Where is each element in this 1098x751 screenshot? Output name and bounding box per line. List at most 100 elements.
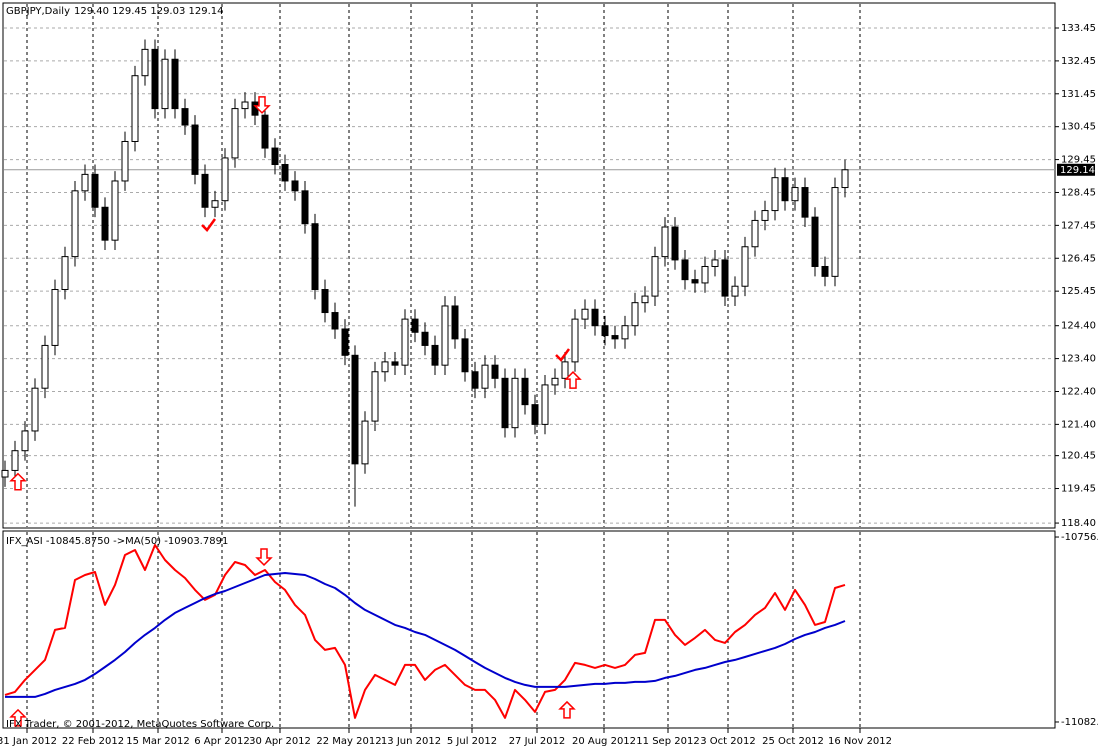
candle-body (321, 289, 329, 314)
candle-body (431, 344, 439, 366)
candle-body (81, 173, 89, 192)
candle-body (751, 219, 759, 248)
candle-body (591, 308, 599, 327)
candle-body (1, 469, 9, 478)
candle-body (311, 223, 319, 291)
candle-body (551, 377, 559, 386)
y-tick-label: 128.45 (1061, 187, 1096, 198)
y-tick-label: 123.40 (1061, 354, 1096, 365)
x-tick-label: 6 Apr 2012 (194, 736, 249, 747)
candle-body (361, 420, 369, 465)
x-tick-label: 5 Jul 2012 (447, 736, 497, 747)
candle-body (171, 58, 179, 110)
x-tick-label: 25 Oct 2012 (762, 736, 824, 747)
candle-body (801, 187, 809, 218)
candle-body (741, 246, 749, 287)
buy-arrow (9, 708, 27, 727)
candle-body (531, 404, 539, 425)
candle-body (661, 226, 669, 258)
candle-body (621, 325, 629, 340)
y-tick-label: 131.45 (1061, 89, 1096, 100)
candle-body (301, 190, 309, 225)
candle-body (151, 48, 159, 110)
candle-body (521, 377, 529, 406)
candle-body (201, 173, 209, 208)
candle-body (501, 377, 509, 429)
candle-body (351, 354, 359, 465)
x-tick-label: 20 Aug 2012 (572, 736, 636, 747)
x-tick-label: 15 Mar 2012 (126, 736, 189, 747)
x-tick-label: 13 Jun 2012 (381, 736, 441, 747)
candle-body (441, 305, 449, 366)
candle-body (191, 124, 199, 175)
candle-body (241, 101, 249, 110)
candle-body (471, 371, 479, 389)
candle-body (21, 430, 29, 452)
candle-body (141, 48, 149, 77)
plot-layer: 31 Jan 2012 22 Feb 2012 15 Mar 2012 6 Apr 2… (0, 4, 1098, 747)
candle-body (231, 108, 239, 159)
candle-body (821, 265, 829, 277)
candle-body (101, 206, 109, 241)
candle-body (681, 259, 689, 281)
candle-body (61, 256, 69, 291)
candle-body (271, 147, 279, 166)
buy-arrow (564, 371, 582, 389)
y-tick-label: 118.40 (1061, 518, 1096, 529)
x-tick-label: 27 Jul 2012 (509, 736, 566, 747)
x-tick-label: 3 Oct 2012 (700, 736, 755, 747)
candle-body (641, 295, 649, 304)
candle-body (671, 226, 679, 261)
candle-body (451, 305, 459, 340)
y-tick-label: 122.40 (1061, 386, 1096, 397)
sell-arrow (255, 548, 273, 567)
candle-body (481, 364, 489, 389)
candle-body (841, 169, 849, 189)
candle-body (371, 371, 379, 422)
candle-body (461, 338, 469, 373)
candle-body (721, 259, 729, 297)
candle-body (791, 187, 799, 202)
check-mark (555, 348, 571, 362)
candle-body (511, 377, 519, 429)
candle-body (491, 364, 499, 379)
candle-body (731, 285, 739, 297)
copyright: IFX Trader, © 2001-2012, MetaQuotes Soft… (6, 719, 274, 730)
y-tick-label: 129.45 (1061, 155, 1096, 166)
y-tick-label: 120.45 (1061, 451, 1096, 462)
check-mark (201, 218, 217, 232)
ohlc-readout: 129.40 129.45 129.03 129.14 (74, 6, 224, 17)
candle-body (111, 180, 119, 241)
last-price-tag (1057, 163, 1095, 176)
candle-body (711, 259, 719, 267)
indicator-title: IFX_ASI -10845.8750 ->MA(50) -10903.7891 (6, 536, 228, 547)
candle-body (331, 312, 339, 330)
x-tick-label: 11 Sep 2012 (636, 736, 699, 747)
x-tick-label: 31 Jan 2012 (0, 736, 57, 747)
candle-body (561, 361, 569, 379)
candle-body (651, 256, 659, 297)
buy-arrow (558, 700, 576, 719)
x-tick-label: 22 Feb 2012 (62, 736, 124, 747)
candle-body (601, 325, 609, 337)
last-price-label: 129.14 (1060, 165, 1095, 176)
candle-body (541, 384, 549, 425)
candle-body (811, 216, 819, 267)
candle-body (761, 210, 769, 221)
y-tick-label: 133.45 (1061, 23, 1096, 34)
y-tick-label: -10756.9 (1061, 532, 1098, 543)
y-tick-label: 125.45 (1061, 286, 1096, 297)
candle-body (611, 335, 619, 340)
candle-body (401, 318, 409, 366)
candle-body (131, 75, 139, 142)
candle-body (51, 289, 59, 346)
symbol-title: GBPJPY,Daily (6, 6, 70, 17)
y-tick-label: 132.45 (1061, 56, 1096, 67)
candle-body (31, 387, 39, 432)
y-tick-label: 127.45 (1061, 220, 1096, 231)
x-tick-label: 16 Nov 2012 (828, 736, 892, 747)
candle-body (161, 58, 169, 110)
candle-body (341, 328, 349, 356)
candle-body (11, 450, 19, 471)
